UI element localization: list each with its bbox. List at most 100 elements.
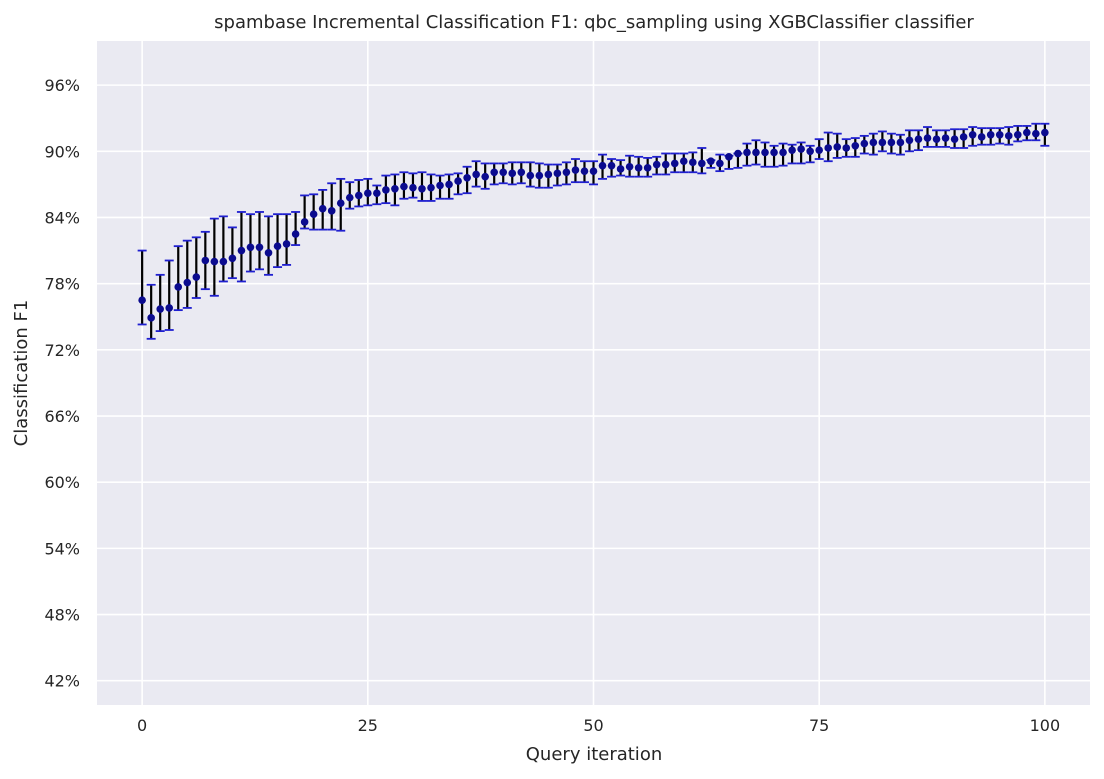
y-tick-label: 90% [44, 142, 80, 161]
data-point [661, 160, 670, 169]
data-point [995, 130, 1004, 139]
x-tick-labels: 0 25 50 75 100 [137, 716, 1060, 735]
data-point [544, 170, 553, 179]
data-point [932, 135, 941, 143]
data-point [950, 135, 959, 143]
data-point [219, 257, 228, 266]
data-point [228, 254, 237, 263]
data-point [255, 243, 264, 252]
data-point [941, 134, 950, 142]
data-point [923, 134, 932, 142]
data-point [869, 138, 878, 147]
data-points [138, 128, 1049, 322]
data-point [309, 210, 318, 218]
data-point [589, 167, 598, 175]
y-tick-label: 60% [44, 473, 80, 492]
data-point [616, 165, 625, 173]
data-point [282, 240, 291, 248]
data-point [959, 133, 968, 141]
data-point [354, 191, 363, 200]
y-tick-label: 78% [44, 275, 80, 294]
data-point [734, 149, 742, 158]
data-point [535, 171, 544, 180]
data-point [463, 173, 471, 182]
data-point [580, 167, 589, 175]
data-point [409, 183, 417, 192]
data-point [246, 243, 255, 252]
data-point [752, 148, 760, 157]
x-tick-label: 100 [1030, 716, 1061, 735]
data-point [968, 130, 977, 139]
y-axis-label: Classification F1 [11, 300, 32, 447]
data-point [896, 138, 905, 147]
data-point [698, 159, 706, 168]
data-point [273, 242, 282, 250]
y-tick-label: 48% [44, 606, 80, 625]
data-point [707, 157, 715, 166]
data-point [192, 273, 201, 281]
data-point [156, 305, 164, 313]
data-point [454, 177, 462, 185]
data-point [508, 169, 517, 178]
data-point [670, 159, 679, 168]
data-point [300, 218, 309, 226]
data-point [427, 183, 435, 192]
data-point [481, 172, 489, 181]
data-point [526, 171, 535, 180]
data-point [472, 170, 480, 179]
y-tick-label: 84% [44, 208, 80, 227]
data-point [562, 168, 571, 177]
data-point [499, 168, 508, 177]
data-point [779, 148, 787, 157]
data-point [445, 180, 453, 189]
data-point [364, 189, 372, 198]
data-point [1004, 132, 1013, 140]
data-point [833, 143, 842, 151]
data-point [977, 133, 986, 141]
x-tick-label: 50 [583, 716, 603, 735]
data-point [770, 148, 778, 157]
data-point [679, 157, 688, 166]
data-point [1032, 129, 1040, 138]
data-point [382, 186, 390, 194]
data-point [743, 148, 751, 157]
data-point [806, 147, 814, 156]
data-point [291, 230, 300, 238]
x-tick-label: 0 [137, 716, 147, 735]
data-point [490, 168, 499, 177]
data-point [716, 159, 724, 168]
data-point [598, 161, 607, 170]
data-point [553, 169, 562, 178]
x-tick-label: 25 [358, 716, 378, 735]
data-point [986, 130, 995, 139]
data-point [887, 138, 896, 147]
y-tick-label: 66% [44, 407, 80, 426]
data-point [797, 145, 805, 153]
y-tick-label: 96% [44, 76, 80, 95]
data-point [851, 141, 860, 150]
data-point [725, 153, 733, 161]
data-point [607, 161, 616, 170]
data-point [1041, 128, 1049, 137]
y-grid [97, 84, 1090, 682]
data-point [860, 139, 869, 148]
data-point [571, 166, 580, 174]
data-point [327, 207, 336, 215]
y-tick-labels: 42% 48% 54% 60% 66% 72% 78% 84% 90% 96% [44, 76, 80, 691]
data-point [237, 246, 246, 255]
data-point [824, 144, 833, 152]
x-tick-label: 75 [809, 716, 829, 735]
error-bars [137, 122, 1050, 340]
data-point [318, 204, 327, 213]
x-axis-label: Query iteration [526, 744, 662, 765]
data-point [418, 185, 426, 193]
data-point [788, 146, 796, 154]
data-point [345, 193, 354, 202]
data-point [147, 314, 155, 322]
data-point [517, 168, 526, 177]
data-point [138, 296, 146, 305]
data-point [625, 162, 634, 171]
data-point [210, 257, 219, 266]
data-point [905, 136, 914, 145]
